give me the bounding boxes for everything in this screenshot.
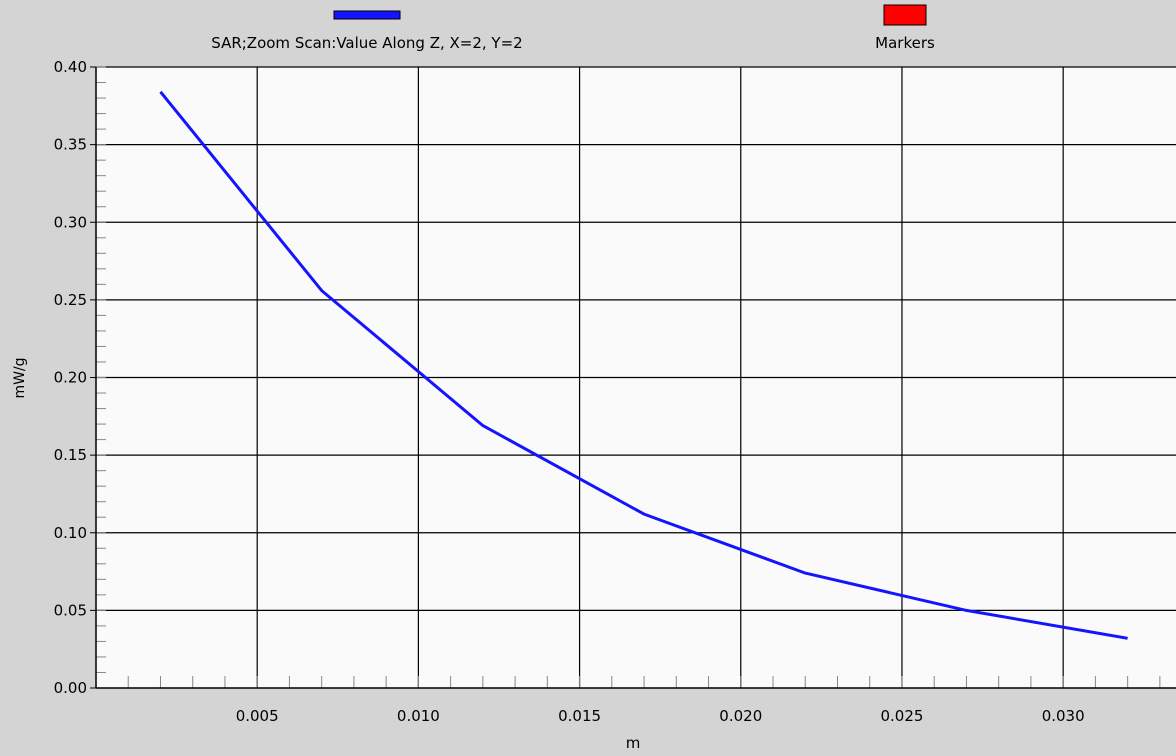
x-tick-label: 0.020 [719, 707, 762, 725]
y-tick-label: 0.35 [54, 136, 87, 154]
x-tick-labels: 0.005 0.010 0.015 0.020 0.025 0.030 [236, 707, 1085, 725]
y-tick-label: 0.15 [54, 446, 87, 464]
legend: SAR;Zoom Scan:Value Along Z, X=2, Y=2 Ma… [211, 4, 935, 52]
x-tick-label: 0.015 [558, 707, 601, 725]
y-axis-title: mW/g [12, 357, 28, 398]
y-tick-labels: 0.00 0.05 0.10 0.15 0.20 0.25 0.30 0.35 0.40 [54, 58, 96, 697]
y-tick-label: 0.20 [54, 369, 87, 387]
legend-label-markers: Markers [875, 34, 935, 52]
x-tick-label: 0.005 [236, 707, 279, 725]
y-tick-label: 0.00 [54, 679, 87, 697]
legend-label-series: SAR;Zoom Scan:Value Along Z, X=2, Y=2 [211, 34, 522, 52]
y-tick-label: 0.25 [54, 291, 87, 309]
x-tick-label: 0.010 [397, 707, 440, 725]
minor-ticks [96, 66, 1161, 689]
series-layer [159, 90, 1128, 640]
x-tick-label: 0.025 [880, 707, 923, 725]
x-tick-label: 0.030 [1042, 707, 1085, 725]
y-tick-label: 0.05 [54, 601, 87, 619]
y-tick-label: 0.40 [54, 58, 87, 76]
legend-swatch-markers [883, 4, 927, 26]
y-tick-label: 0.10 [54, 524, 87, 542]
grid-lines [96, 66, 1176, 688]
legend-swatch-series [333, 10, 401, 20]
x-axis-title: m [626, 734, 641, 752]
y-tick-label: 0.30 [54, 213, 87, 231]
